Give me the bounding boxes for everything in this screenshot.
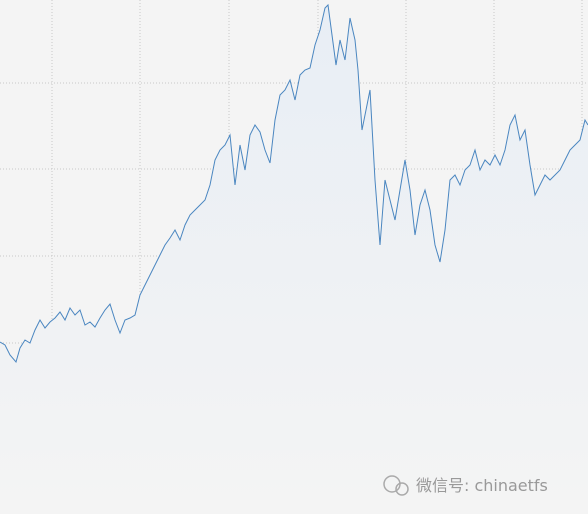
area <box>0 5 588 514</box>
watermark-icon <box>395 482 409 496</box>
plot <box>0 3 588 514</box>
line <box>0 3 588 364</box>
watermark-group: 微信号: chinaetfs <box>383 475 548 496</box>
watermark: 微信号: chinaetfs <box>416 476 548 495</box>
